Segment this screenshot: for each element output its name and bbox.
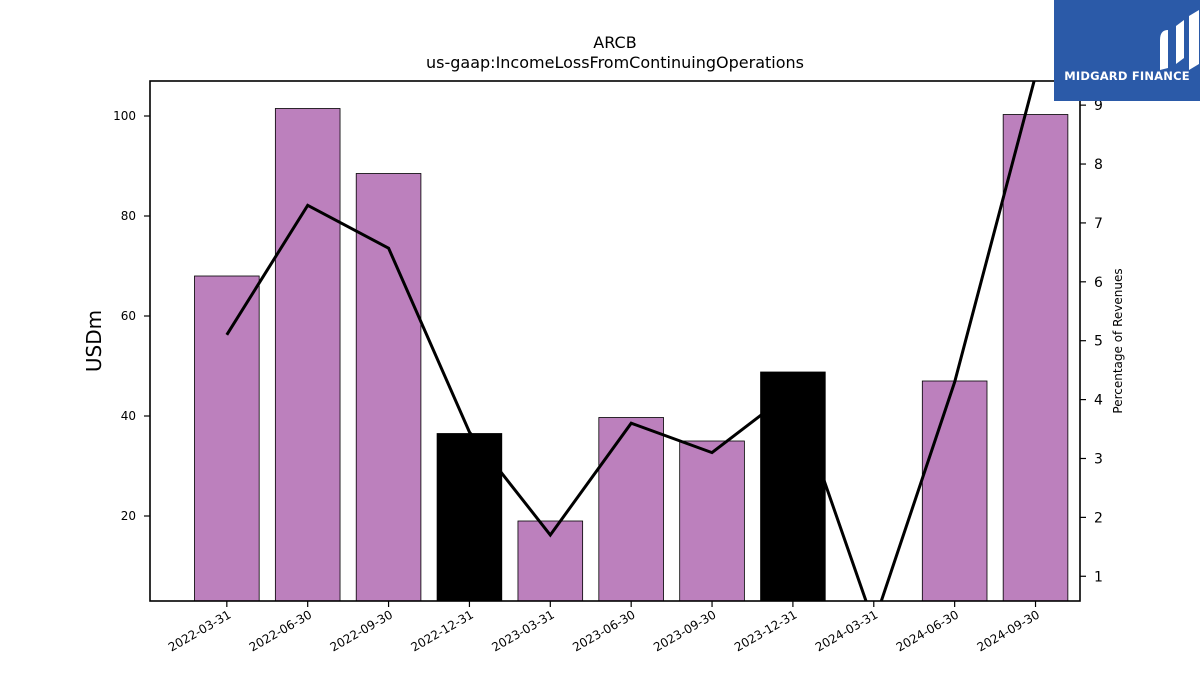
y-tick-label: 100 — [113, 109, 136, 123]
y2-tick-label: 7 — [1094, 216, 1103, 232]
y2-tick-label: 5 — [1094, 334, 1103, 350]
bar-2022-06-30 — [274, 108, 341, 602]
chart-subtitle: us-gaap:IncomeLossFromContinuingOperatio… — [426, 53, 804, 72]
y-tick-label: 40 — [121, 409, 136, 423]
y2-tick-label: 8 — [1094, 157, 1103, 173]
x-tick-label: 2022-03-31 — [166, 607, 233, 654]
x-tick-label: 2023-12-31 — [732, 607, 799, 654]
bar-2022-03-31 — [194, 275, 260, 602]
bar-2023-09-30 — [679, 440, 745, 602]
bars-layer — [194, 108, 1069, 602]
x-tick-label: 2022-06-30 — [247, 607, 314, 654]
series-line — [225, 81, 1036, 601]
bar-2024-09-30 — [1002, 114, 1069, 602]
bar-2023-06-30 — [598, 417, 664, 602]
bar-2023-12-31 — [760, 371, 826, 602]
y2-tick-label: 1 — [1094, 569, 1103, 585]
x-tick-label: 2024-03-31 — [813, 607, 880, 654]
x-tick-label: 2023-03-31 — [489, 607, 556, 654]
y-axis-label: USDm — [82, 310, 106, 372]
x-tick-label: 2024-09-30 — [975, 607, 1042, 654]
y2-axis-label: Percentage of Revenues — [1111, 268, 1125, 413]
y2-tick-label: 3 — [1094, 451, 1103, 467]
y-tick-label: 60 — [121, 309, 136, 323]
x-tick-label: 2023-09-30 — [651, 607, 718, 654]
logo-mark-icon — [1160, 10, 1199, 70]
y2-tick-label: 4 — [1094, 393, 1103, 409]
chart-title: ARCB — [593, 33, 636, 52]
bar-2022-09-30 — [355, 173, 422, 602]
x-tick-label: 2024-06-30 — [894, 607, 961, 654]
y-tick-label: 20 — [121, 509, 136, 523]
y2-tick-label: 6 — [1094, 275, 1103, 291]
y2-tick-label: 9 — [1094, 98, 1103, 114]
bar-2024-06-30 — [921, 380, 988, 602]
logo-text: MIDGARD FINANCE — [1064, 69, 1190, 83]
y-tick-label: 80 — [121, 209, 136, 223]
x-tick-label: 2023-06-30 — [570, 607, 637, 654]
x-tick-label: 2022-12-31 — [409, 607, 476, 654]
brand-logo: MIDGARD FINANCE — [1054, 0, 1200, 101]
x-tick-label: 2022-09-30 — [328, 607, 395, 654]
y2-tick-label: 2 — [1094, 510, 1103, 526]
line-layer — [225, 81, 1036, 601]
